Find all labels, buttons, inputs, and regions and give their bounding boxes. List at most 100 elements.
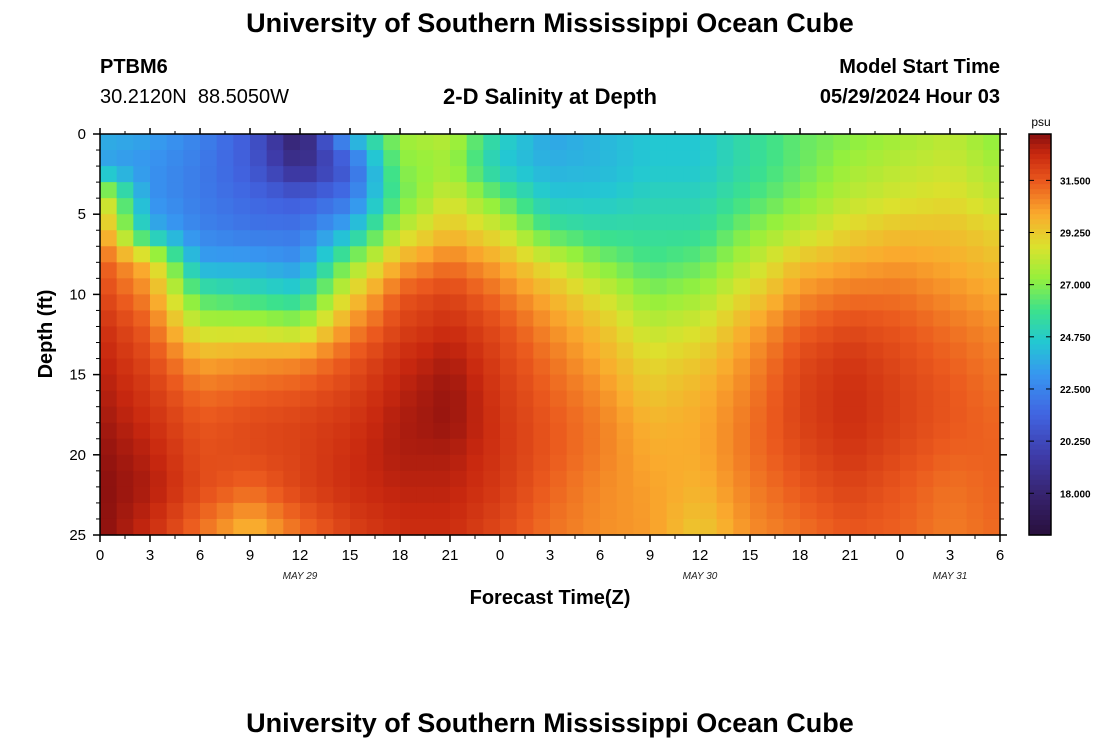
heatmap-cell: [133, 502, 151, 520]
colorbar-band: [1029, 239, 1051, 245]
heatmap-cell: [250, 294, 268, 312]
heatmap-cell: [783, 310, 801, 328]
heatmap-cell: [700, 358, 718, 376]
heatmap-cell: [716, 246, 734, 263]
heatmap-cell: [933, 262, 951, 279]
heatmap-cell: [300, 518, 318, 536]
heatmap-cell: [500, 518, 518, 536]
heatmap-cell: [183, 326, 201, 344]
heatmap-cell: [350, 374, 368, 392]
heatmap-cell: [350, 470, 368, 488]
heatmap-cell: [183, 150, 201, 167]
heatmap-cell: [933, 150, 951, 167]
heatmap-cell: [966, 182, 984, 199]
heatmap-cell: [700, 342, 718, 360]
colorbar-band: [1029, 429, 1051, 436]
heatmap-cell: [366, 390, 384, 408]
heatmap-cell: [633, 198, 651, 215]
heatmap-cell: [166, 166, 184, 183]
x-tick-label: 0: [896, 547, 904, 564]
heatmap-cell: [983, 310, 1001, 328]
heatmap-cell: [983, 422, 1001, 440]
heatmap-cell: [833, 486, 851, 504]
heatmap-cell: [133, 246, 151, 263]
heatmap-cell: [766, 454, 784, 472]
heatmap-cell: [783, 438, 801, 456]
heatmap-cell: [733, 134, 751, 151]
heatmap-cell: [683, 406, 701, 424]
colorbar-band: [1029, 504, 1051, 511]
heatmap-cell: [600, 390, 618, 408]
heatmap-cell: [266, 294, 284, 312]
heatmap-cell: [216, 422, 234, 440]
heatmap-cell: [583, 294, 601, 312]
heatmap-cell: [316, 326, 334, 344]
heatmap-cell: [183, 278, 201, 295]
heatmap-cell: [866, 470, 884, 488]
heatmap-cell: [433, 518, 451, 536]
heatmap-cell: [283, 326, 301, 344]
heatmap-cell: [700, 374, 718, 392]
heatmap-cell: [466, 342, 484, 360]
heatmap-cell: [366, 470, 384, 488]
colorbar-band: [1029, 529, 1051, 536]
heatmap-cell: [183, 454, 201, 472]
heatmap-cell: [533, 198, 551, 215]
x-tick-label: 6: [596, 547, 604, 564]
heatmap-cell: [950, 502, 968, 520]
heatmap-cell: [683, 278, 701, 295]
heatmap-cell: [683, 166, 701, 183]
heatmap-cell: [283, 214, 301, 231]
heatmap-cell: [916, 214, 934, 231]
heatmap-cell: [716, 134, 734, 151]
heatmap-cell: [433, 294, 451, 312]
heatmap-cell: [150, 166, 168, 183]
heatmap-cell: [733, 390, 751, 408]
heatmap-cell: [333, 182, 351, 199]
heatmap-cell: [183, 198, 201, 215]
heatmap-cell: [450, 358, 468, 376]
heatmap-cell: [700, 406, 718, 424]
y-tick-label: 25: [69, 527, 86, 544]
heatmap-cell: [566, 406, 584, 424]
heatmap-cell: [800, 454, 818, 472]
heatmap-cell: [800, 406, 818, 424]
heatmap-cell: [816, 150, 834, 167]
heatmap-cell: [950, 278, 968, 295]
heatmap-cell: [866, 166, 884, 183]
heatmap-cell: [133, 518, 151, 536]
heatmap-cell: [650, 134, 668, 151]
heatmap-cell: [550, 486, 568, 504]
heatmap-cell: [266, 166, 284, 183]
heatmap-cell: [983, 214, 1001, 231]
heatmap-cell: [300, 198, 318, 215]
heatmap-cell: [400, 150, 418, 167]
heatmap-cell: [933, 374, 951, 392]
heatmap-cell: [783, 278, 801, 295]
date-label: MAY 31: [933, 571, 968, 582]
heatmap-cell: [416, 518, 434, 536]
heatmap-cell: [766, 470, 784, 488]
colorbar-band: [1029, 324, 1051, 331]
heatmap-cell: [950, 422, 968, 440]
heatmap-cell: [716, 262, 734, 279]
heatmap-cell: [450, 390, 468, 408]
heatmap-cell: [850, 454, 868, 472]
heatmap-cell: [983, 518, 1001, 536]
heatmap-cell: [600, 422, 618, 440]
heatmap-cell: [583, 214, 601, 231]
page-title: University of Southern Mississippi Ocean…: [246, 8, 854, 38]
heatmap-cell: [400, 438, 418, 456]
heatmap-cell: [250, 246, 268, 263]
heatmap-cell: [566, 166, 584, 183]
heatmap-cell: [850, 486, 868, 504]
heatmap-cell: [666, 262, 684, 279]
heatmap-cell: [883, 326, 901, 344]
heatmap-cell: [166, 326, 184, 344]
heatmap-cell: [483, 470, 501, 488]
heatmap-cell: [816, 390, 834, 408]
heatmap-cell: [750, 342, 768, 360]
heatmap-cell: [233, 390, 251, 408]
heatmap-cell: [666, 246, 684, 263]
model-start-label: Model Start Time: [839, 56, 1000, 78]
